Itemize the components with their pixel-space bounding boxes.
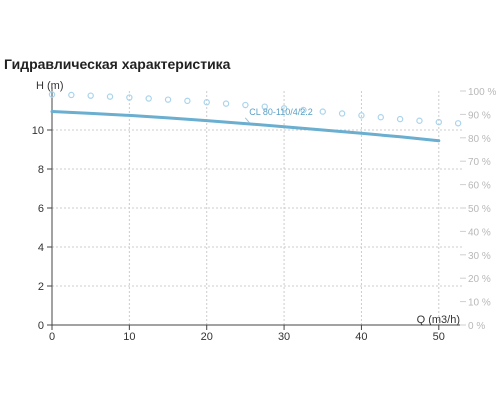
x-tick-label-20: 20 <box>201 331 213 343</box>
y-tick-label-4: 4 <box>38 242 44 254</box>
efficiency-point-8 <box>203 99 210 106</box>
series-layer <box>48 91 462 143</box>
grid <box>52 91 462 325</box>
efficiency-point-20 <box>435 118 442 126</box>
efficiency-point-2 <box>87 92 94 99</box>
y2-tick-label-90: 90 % <box>468 110 491 121</box>
x-tick-label-0: 0 <box>49 331 55 343</box>
y2-tick-label-20: 20 % <box>468 274 491 285</box>
efficiency-point-7 <box>184 97 191 105</box>
y-tick-label-10: 10 <box>32 125 44 137</box>
efficiency-point-11 <box>261 103 268 110</box>
efficiency-point-3 <box>106 93 114 100</box>
efficiency-point-9 <box>222 100 230 107</box>
y-axis-title: H (m) <box>36 80 64 92</box>
efficiency-point-18 <box>396 115 404 123</box>
page-title: Гидравлическая характеристика <box>4 56 231 72</box>
y-tick-label-8: 8 <box>38 164 44 176</box>
x-axis-title: Q (m3/h) <box>417 314 460 326</box>
y2-tick-label-80: 80 % <box>468 134 491 145</box>
series-label-leader <box>244 117 250 123</box>
head-curve-line <box>50 110 441 143</box>
efficiency-point-5 <box>145 95 152 102</box>
x-tick-label-10: 10 <box>123 331 135 343</box>
efficiency-point-1 <box>68 91 75 99</box>
efficiency-point-19 <box>416 117 423 124</box>
efficiency-point-14 <box>319 108 326 115</box>
y2-tick-label-50: 50 % <box>468 204 491 215</box>
x-tick-label-30: 30 <box>278 331 290 343</box>
efficiency-point-12 <box>280 105 288 112</box>
y2-tick-label-10: 10 % <box>468 298 491 309</box>
y2-tick-label-100: 100 % <box>468 87 496 98</box>
efficiency-point-10 <box>242 101 249 109</box>
efficiency-point-15 <box>338 110 346 117</box>
efficiency-point-16 <box>358 112 365 119</box>
x-tick-label-40: 40 <box>355 331 367 343</box>
efficiency-point-21 <box>454 120 462 127</box>
y2-tick-label-70: 70 % <box>468 157 491 168</box>
x-tick-label-50: 50 <box>433 331 445 343</box>
series-label-head-curve: CL 80-110/4/2.2 <box>249 107 313 117</box>
y2-tick-label-40: 40 % <box>468 227 491 238</box>
y2-tick-label-30: 30 % <box>468 251 491 262</box>
efficiency-point-17 <box>377 114 384 121</box>
efficiency-point-0 <box>48 91 56 98</box>
y-tick-label-6: 6 <box>38 203 44 215</box>
labels: 0 2 4 6 8 10 0 10 20 30 40 50 0 % 10 % 20 % 30 % 40 % 50 … <box>32 80 497 343</box>
y-tick-label-2: 2 <box>38 281 44 293</box>
efficiency-point-13 <box>300 106 307 114</box>
y2-tick-label-60: 60 % <box>468 181 491 192</box>
efficiency-point-4 <box>126 94 133 101</box>
y-tick-label-0: 0 <box>38 320 44 332</box>
efficiency-point-6 <box>164 96 172 103</box>
axes <box>47 87 466 330</box>
y2-tick-label-0: 0 % <box>468 321 485 332</box>
